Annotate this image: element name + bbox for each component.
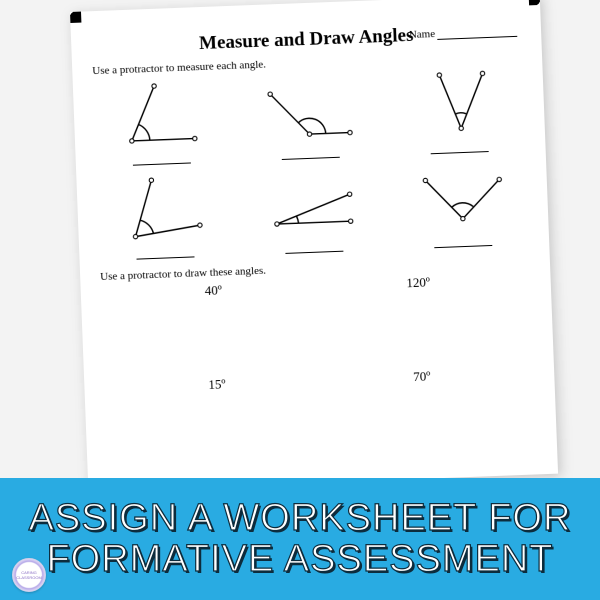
- answer-blank: [136, 247, 194, 259]
- caption-banner: ASSIGN A WORKSHEET FOR FORMATIVE ASSESSM…: [0, 478, 600, 600]
- angle-cell: [391, 65, 526, 156]
- answer-blank: [434, 236, 492, 248]
- worksheet-sheet: Name Measure and Draw Angles Use a protr…: [70, 0, 558, 492]
- draw-angle-label: 70º: [339, 366, 504, 388]
- angle-figure: [93, 76, 227, 153]
- draw-angle-label: 40º: [131, 280, 296, 302]
- worksheet-page: Name Measure and Draw Angles Use a protr…: [70, 0, 558, 492]
- angle-cell: [395, 159, 530, 250]
- angle-figure: [242, 70, 376, 147]
- answer-blank: [281, 148, 339, 160]
- draw-angle-label: 120º: [335, 272, 500, 294]
- draw-grid: 40º 120º 15º 70º: [101, 271, 535, 397]
- angle-figure: [245, 164, 379, 241]
- answer-blank: [285, 242, 343, 254]
- angle-cell: [93, 76, 228, 167]
- answer-blank: [431, 142, 489, 154]
- worksheet-content: Name Measure and Draw Angles Use a protr…: [91, 21, 538, 483]
- draw-angle-label: 15º: [134, 373, 299, 395]
- brand-logo: CARING CLASSROOM: [12, 558, 46, 592]
- angle-figure: [96, 170, 230, 247]
- angle-figure: [391, 65, 525, 142]
- answer-blank: [132, 153, 190, 165]
- angle-figure: [395, 159, 529, 236]
- angle-cell: [96, 170, 231, 261]
- angle-cell: [242, 70, 377, 161]
- name-label: Name: [409, 28, 436, 41]
- angle-grid: [93, 65, 530, 261]
- angle-cell: [245, 164, 380, 255]
- caption-text: ASSIGN A WORKSHEET FOR FORMATIVE ASSESSM…: [29, 498, 572, 580]
- brand-logo-label: CARING CLASSROOM: [13, 570, 45, 580]
- caption-line-1: ASSIGN A WORKSHEET FOR: [29, 497, 572, 539]
- caption-line-2: FORMATIVE ASSESSMENT: [46, 538, 553, 580]
